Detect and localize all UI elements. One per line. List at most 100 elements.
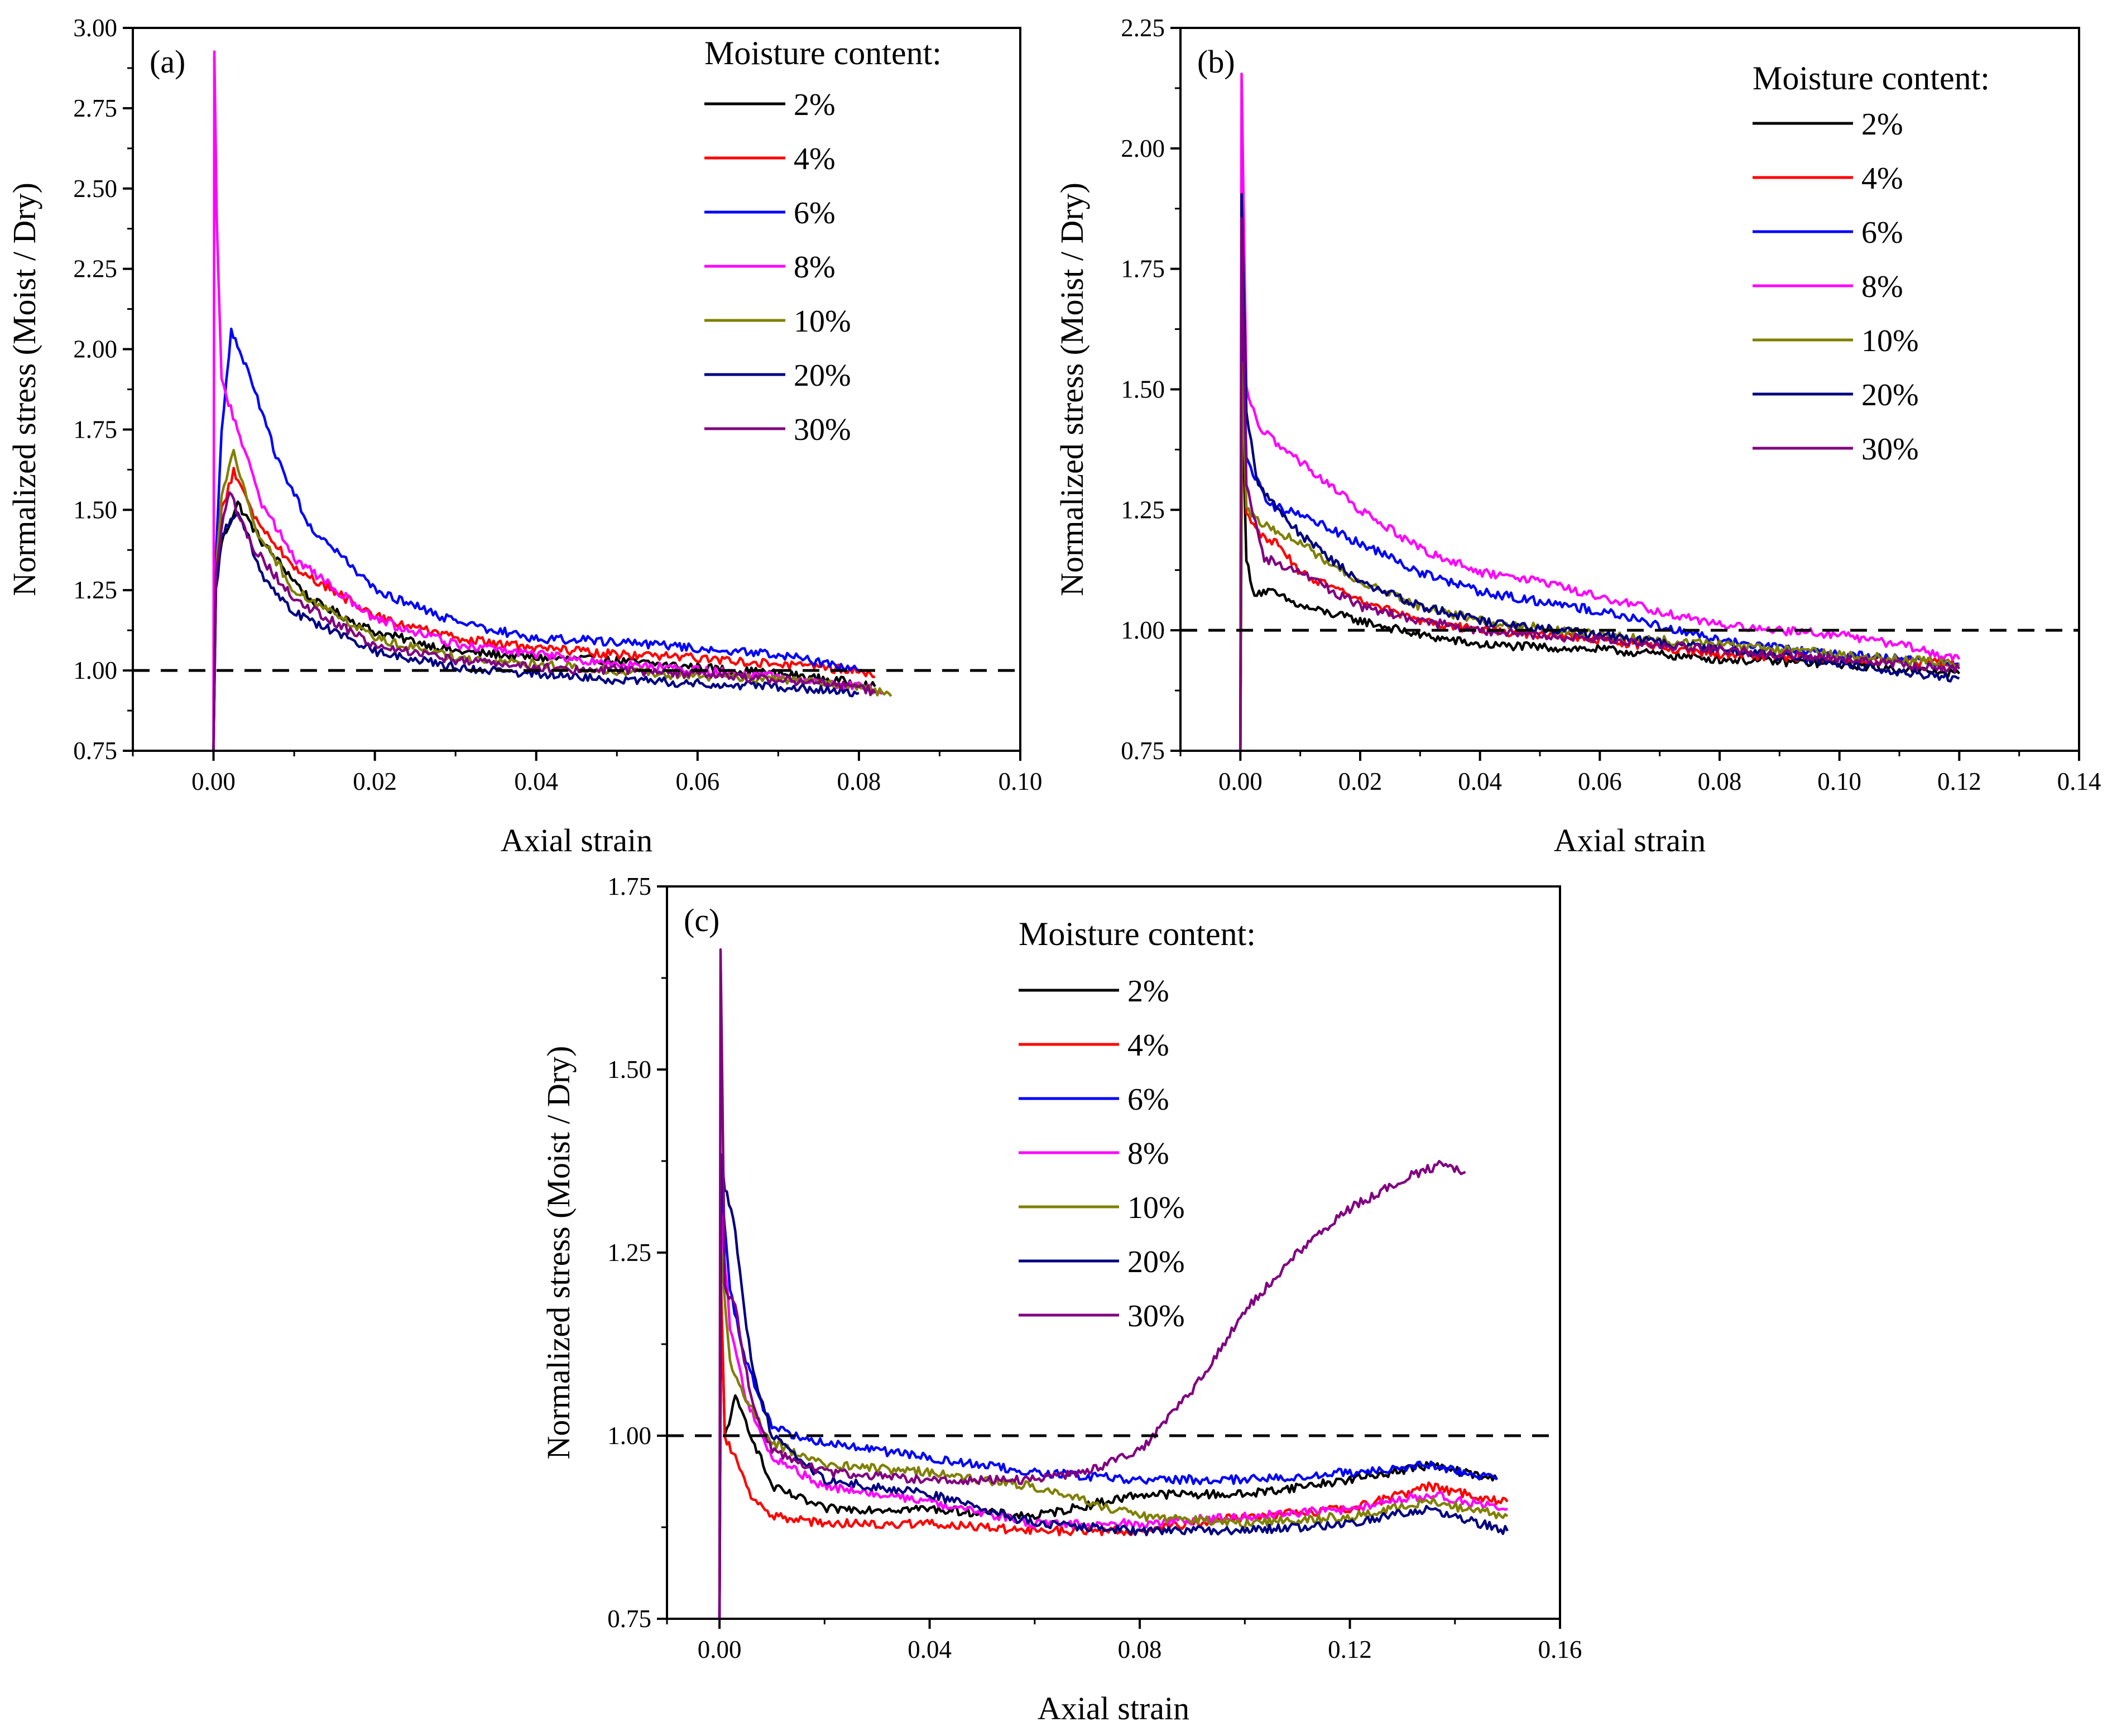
x-tick-label: 0.12 <box>1937 768 1981 795</box>
y-tick-label: 1.50 <box>607 1056 651 1083</box>
legend-label: 2% <box>1861 107 1903 142</box>
series-line-10pct <box>718 1248 1509 1619</box>
y-tick-label: 1.50 <box>1121 376 1165 404</box>
series-line-6pct <box>212 327 860 751</box>
series-line-2pct <box>1239 386 1961 751</box>
legend-label: 4% <box>794 142 836 176</box>
legend: Moisture content: 2% 4% 6% 8% 10% 20% 30% <box>1753 60 1990 467</box>
series-line-4pct <box>1239 362 1961 751</box>
x-tick-label: 0.10 <box>999 768 1043 795</box>
y-tick-label: 0.75 <box>73 737 117 765</box>
series-line-30pct <box>1239 217 1961 751</box>
y-tick-label: 2.75 <box>73 94 117 122</box>
legend-label: 10% <box>794 304 851 339</box>
x-tick-label: 0.06 <box>675 768 719 795</box>
plot-area <box>212 50 892 751</box>
x-tick-label: 0.02 <box>353 768 397 795</box>
series-line-2pct <box>212 500 876 751</box>
plot-area <box>1239 72 1961 751</box>
y-tick-label: 0.75 <box>1121 737 1165 765</box>
series-line-20pct <box>212 511 860 751</box>
series-line-10pct <box>212 449 892 751</box>
x-tick-label: 0.08 <box>1118 1636 1162 1663</box>
y-tick-label: 1.25 <box>73 576 117 604</box>
x-axis-title: Axial strain <box>1554 822 1706 859</box>
chart-panel-2: 0.75 1.00 1.25 1.50 1.75 2.00 2.25 0.00 0.02 0.04… <box>1054 14 2101 859</box>
legend-label: 6% <box>1127 1082 1169 1117</box>
y-tick-label: 2.25 <box>1121 14 1165 42</box>
series-line-6pct <box>1239 289 1960 751</box>
panel-label: (b) <box>1197 44 1235 80</box>
x-tick-label: 0.04 <box>908 1636 952 1663</box>
series-line-20pct <box>718 1153 1509 1619</box>
y-tick-label: 1.75 <box>1121 255 1165 283</box>
legend-label: 8% <box>1861 270 1903 304</box>
y-tick-label: 3.00 <box>73 14 117 42</box>
legend-label: 30% <box>1861 432 1919 467</box>
x-axis-title: Axial strain <box>501 822 652 859</box>
legend-title: Moisture content: <box>1019 915 1256 952</box>
y-axis-title: Normalized stress (Moist / Dry) <box>1054 183 1090 596</box>
panel-label: (c) <box>684 902 719 938</box>
x-tick-label: 0.08 <box>837 768 881 795</box>
panel-label: (a) <box>150 44 185 80</box>
legend-label: 20% <box>1127 1245 1185 1279</box>
legend: Moisture content: 2% 4% 6% 8% 10% 20% 30% <box>1019 915 1256 1334</box>
legend-label: 2% <box>794 88 836 122</box>
legend-label: 10% <box>1127 1191 1185 1225</box>
y-tick-label: 2.00 <box>1121 135 1165 162</box>
legend-title: Moisture content: <box>704 35 942 71</box>
y-axis-title: Normalized stress (Moist / Dry) <box>6 183 42 596</box>
series-line-8pct <box>718 1212 1508 1619</box>
y-tick-label: 2.50 <box>73 175 117 203</box>
x-tick-label: 0.00 <box>1218 768 1263 795</box>
x-tick-label: 0.10 <box>1817 768 1861 795</box>
x-tick-label: 0.06 <box>1578 768 1622 795</box>
legend: Moisture content: 2% 4% 6% 8% 10% 20% 30% <box>704 35 942 447</box>
series-line-30pct <box>718 948 1466 1619</box>
y-tick-label: 2.25 <box>73 255 117 283</box>
y-tick-label: 0.75 <box>607 1605 651 1633</box>
series-line-10pct <box>1239 361 1960 751</box>
series-line-4pct <box>212 467 875 751</box>
y-tick-label: 1.75 <box>73 415 117 443</box>
legend-title: Moisture content: <box>1753 60 1990 97</box>
legend-label: 6% <box>1861 215 1903 250</box>
legend-label: 20% <box>1861 378 1919 413</box>
y-tick-label: 1.00 <box>1121 616 1165 644</box>
legend-label: 2% <box>1127 974 1169 1009</box>
y-tick-label: 1.75 <box>607 872 651 900</box>
series-line-4pct <box>718 1285 1509 1619</box>
series-line-30pct <box>212 491 876 751</box>
chart-panel-1: 0.75 1.00 1.25 1.50 1.75 2.00 2.25 2.50 2.75 3.00… <box>6 14 1042 859</box>
x-tick-label: 0.00 <box>191 768 236 795</box>
y-tick-label: 1.00 <box>607 1422 651 1450</box>
series-line-6pct <box>718 1175 1498 1619</box>
legend-label: 6% <box>794 196 836 231</box>
y-tick-label: 1.25 <box>607 1239 651 1267</box>
legend-label: 10% <box>1861 324 1919 358</box>
x-tick-label: 0.00 <box>698 1636 742 1663</box>
legend-label: 30% <box>1127 1299 1185 1334</box>
series-line-2pct <box>718 1285 1499 1619</box>
x-axis-title: Axial strain <box>1038 1690 1189 1727</box>
x-tick-label: 0.14 <box>2057 768 2101 795</box>
chart-panel-3: 0.75 1.00 1.25 1.50 1.75 0.00 0.04 0.08 0.12 0.16… <box>540 872 1582 1727</box>
x-tick-label: 0.12 <box>1328 1636 1372 1663</box>
legend-label: 8% <box>1127 1136 1169 1171</box>
plot-area <box>718 948 1509 1619</box>
x-tick-label: 0.16 <box>1538 1636 1582 1663</box>
x-tick-label: 0.08 <box>1698 768 1742 795</box>
y-tick-label: 1.00 <box>73 656 117 684</box>
x-tick-label: 0.04 <box>514 768 558 795</box>
legend-label: 8% <box>794 250 836 285</box>
legend-label: 20% <box>794 358 851 393</box>
legend-label: 30% <box>794 413 851 447</box>
y-tick-label: 1.25 <box>1121 496 1165 524</box>
y-axis-title: Normalized stress (Moist / Dry) <box>540 1046 577 1460</box>
legend-label: 4% <box>1127 1028 1169 1063</box>
x-tick-label: 0.04 <box>1458 768 1502 795</box>
y-tick-label: 2.00 <box>73 335 117 363</box>
series-line-20pct <box>1239 193 1960 751</box>
